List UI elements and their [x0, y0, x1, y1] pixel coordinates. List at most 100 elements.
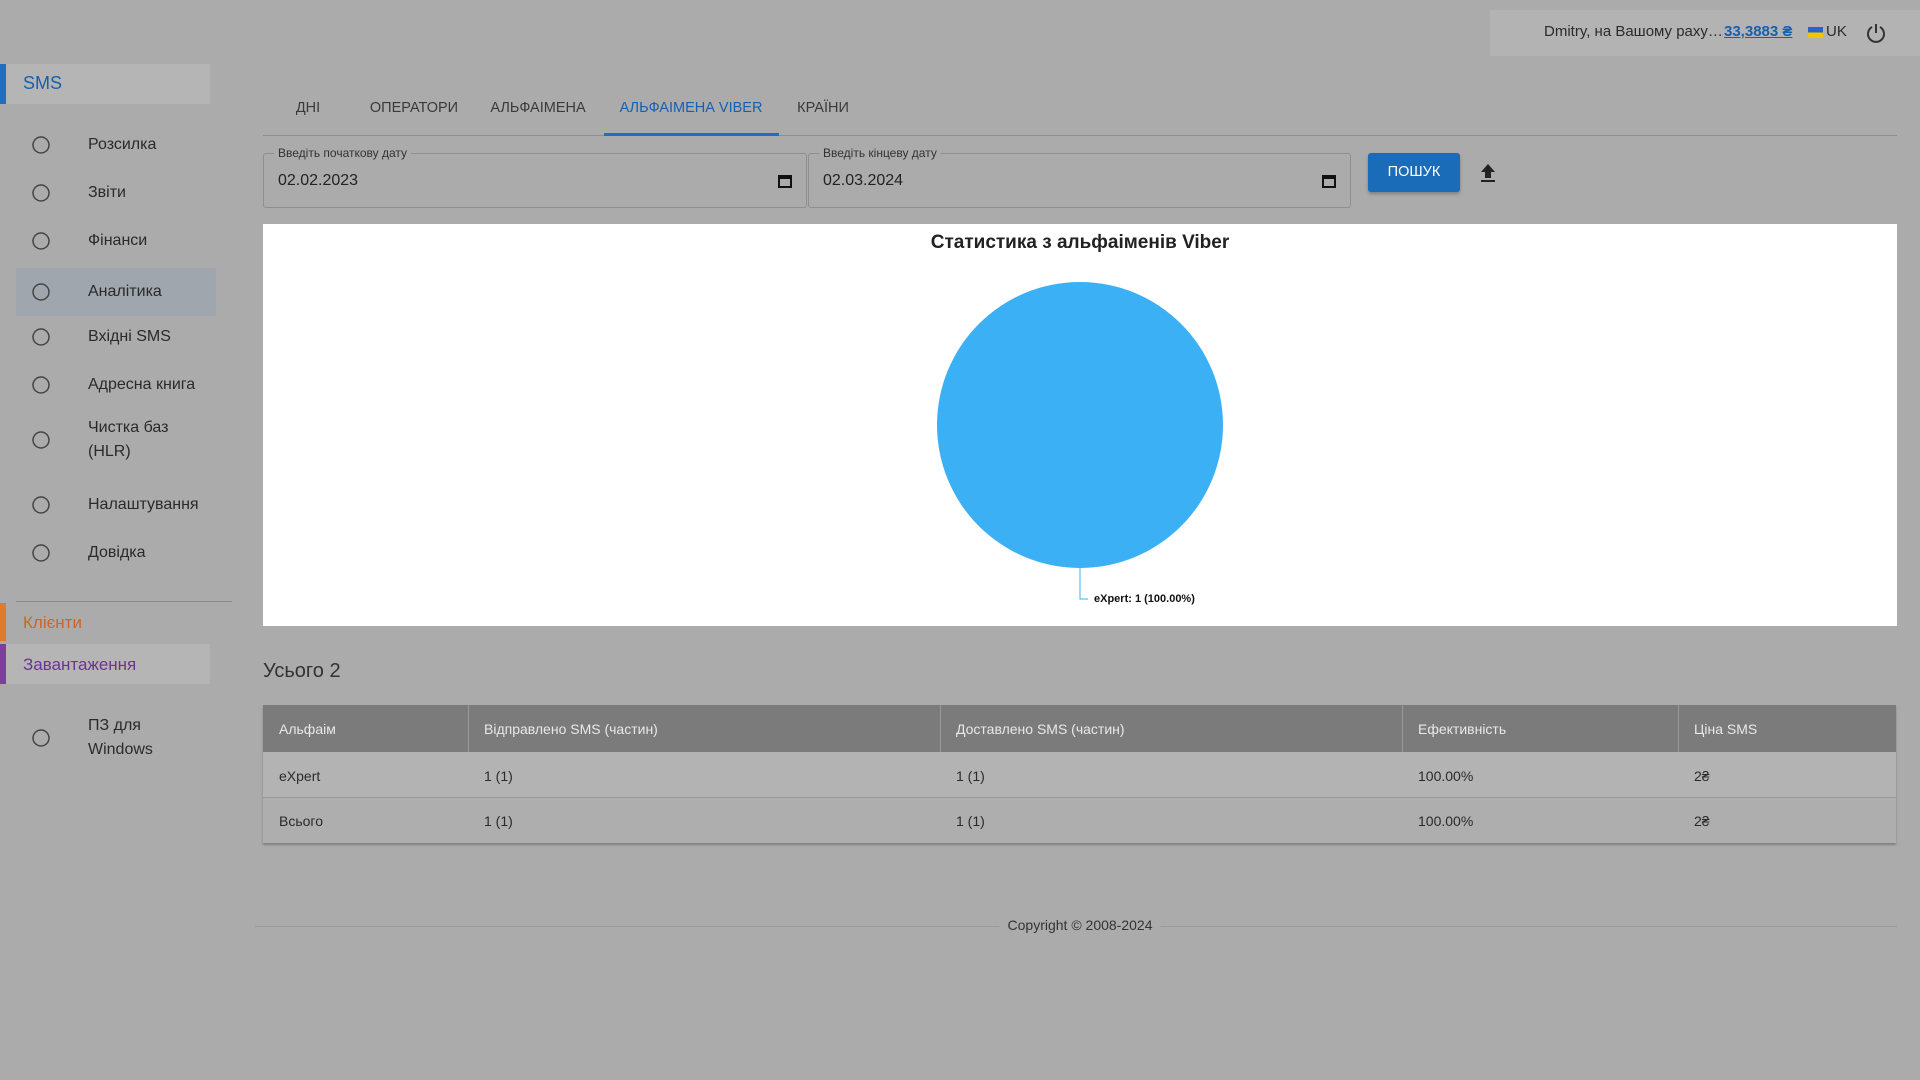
- balance-link[interactable]: 33,3883 ₴: [1724, 23, 1793, 40]
- column-header[interactable]: Ефективність: [1418, 721, 1507, 737]
- menu-icon: [32, 328, 50, 346]
- icon-shape: [32, 544, 50, 562]
- search-button[interactable]: ПОШУК: [1368, 153, 1460, 192]
- export-button[interactable]: [1479, 163, 1497, 183]
- table-cell: Всього: [279, 813, 324, 829]
- menu-item[interactable]: Аналітика: [16, 268, 216, 316]
- stats-table: Альфаім Відправлено SMS (частин) Доставлен…: [263, 705, 1896, 843]
- pie-slice: [937, 282, 1223, 568]
- chart-panel: Статистика з альфаіменів Viber eXpert: 1…: [263, 224, 1897, 626]
- field-label: Введіть початкову дату: [274, 146, 412, 160]
- tab[interactable]: АЛЬФАІМЕНА: [490, 100, 586, 116]
- column-header[interactable]: Відправлено SMS (частин): [484, 721, 658, 737]
- flag-icon: [1808, 27, 1823, 38]
- menu-label: Довідка: [88, 544, 146, 561]
- logout-button[interactable]: [1865, 22, 1887, 44]
- table-cell: 1 (1): [484, 768, 513, 784]
- menu-icon: [32, 431, 50, 449]
- column-divider: [940, 705, 941, 752]
- calendar-icon[interactable]: [778, 173, 792, 188]
- icon-shape: [32, 232, 50, 250]
- menu-item[interactable]: Налаштування: [16, 488, 216, 522]
- language-switch[interactable]: UK: [1826, 23, 1847, 40]
- data-label: eXpert: 1 (100.00%): [1094, 593, 1195, 605]
- tab[interactable]: ДНІ: [295, 100, 321, 116]
- chart-title: Статистика з альфаіменів Viber: [931, 232, 1230, 253]
- menu-label: ПЗ для Windows: [88, 717, 153, 758]
- menu-icon: [32, 184, 50, 202]
- menu-label: Розсилка: [88, 136, 157, 153]
- pie-chart: Статистика з альфаіменів Viber eXpert: 1…: [931, 232, 1230, 605]
- user-bar: Dmitry, на Вашому раху… 33,3883 ₴ UK: [1490, 10, 1920, 56]
- column-header[interactable]: Доставлено SMS (частин): [956, 721, 1125, 737]
- tab[interactable]: КРАЇНИ: [797, 100, 849, 116]
- clients-link[interactable]: Клієнти: [0, 603, 232, 641]
- menu-label: Фінанси: [88, 232, 148, 249]
- menu-item[interactable]: Фінанси: [16, 224, 216, 258]
- menu-icon: [32, 496, 50, 514]
- icon-shape: [32, 376, 50, 394]
- column-header[interactable]: Альфаім: [279, 721, 336, 737]
- menu-label: Звіти: [88, 184, 126, 201]
- copyright: Copyright © 2008-2024: [999, 917, 1161, 933]
- menu-label: Чистка баз (HLR): [88, 419, 169, 460]
- table-cell: 100.00%: [1418, 768, 1474, 784]
- menu-item[interactable]: Довідка: [16, 536, 216, 570]
- downloads-label: Завантаження: [23, 655, 137, 674]
- menu-icon: [32, 729, 50, 747]
- calendar-icon[interactable]: [1322, 173, 1336, 188]
- field-value: 02.02.2023: [278, 172, 359, 189]
- menu-label: Налаштування: [88, 496, 199, 513]
- table-header: [263, 705, 1896, 752]
- menu-label: Аналітика: [88, 283, 162, 300]
- table-cell: 2₴: [1694, 813, 1710, 829]
- divider: [16, 601, 232, 602]
- menu-label: Адресна книга: [88, 376, 196, 393]
- menu-item[interactable]: Звіти: [16, 176, 216, 210]
- software-link[interactable]: ПЗ для Windows: [16, 712, 216, 764]
- menu-item[interactable]: Вхідні SMS: [16, 320, 216, 354]
- tab[interactable]: АЛЬФАІМЕНА VIBER: [619, 100, 763, 116]
- tabs-line: [263, 135, 1897, 136]
- table-row: [263, 798, 1896, 843]
- column-divider: [468, 705, 469, 752]
- total-count: Усього 2: [263, 660, 341, 682]
- menu-item[interactable]: Чистка баз (HLR): [16, 412, 216, 468]
- menu-icon: [32, 376, 50, 394]
- tab[interactable]: ОПЕРАТОРИ: [369, 100, 459, 116]
- icon-shape: [32, 496, 50, 514]
- end-date-field[interactable]: Введіть кінцеву дату 02.03.2024: [808, 146, 1351, 208]
- column-header[interactable]: Ціна SMS: [1694, 721, 1758, 737]
- row-divider: [263, 797, 1896, 798]
- column-divider: [1678, 705, 1679, 752]
- icon-shape: [32, 729, 50, 747]
- tab-indicator: [604, 133, 779, 136]
- menu-item[interactable]: Адресна книга: [16, 368, 216, 402]
- sms-section[interactable]: SMS: [0, 64, 210, 104]
- icon-shape: [32, 184, 50, 202]
- menu-icon: [32, 136, 50, 154]
- icon-shape: [32, 283, 50, 301]
- table-cell: 2₴: [1694, 768, 1710, 784]
- field-value: 02.03.2024: [823, 172, 904, 189]
- table-cell: 1 (1): [484, 813, 513, 829]
- menu-icon: [32, 232, 50, 250]
- column-divider: [1402, 705, 1403, 752]
- table-cell: 1 (1): [956, 768, 985, 784]
- table-cell: 100.00%: [1418, 813, 1474, 829]
- downloads-link[interactable]: Завантаження: [0, 644, 210, 684]
- menu-label: Вхідні SMS: [88, 328, 171, 345]
- menu-icon: [32, 283, 50, 301]
- table-cell: eXpert: [279, 768, 321, 784]
- menu-item[interactable]: Розсилка: [16, 128, 216, 162]
- section-title: SMS: [23, 73, 63, 93]
- label-leader: [1079, 568, 1088, 600]
- clients-label: Клієнти: [23, 613, 82, 632]
- user-greeting: Dmitry, на Вашому раху…: [1544, 23, 1723, 40]
- icon-shape: [32, 136, 50, 154]
- icon-shape: [32, 328, 50, 346]
- start-date-field[interactable]: Введіть початкову дату 02.02.2023: [263, 146, 807, 208]
- icon-shape: [32, 431, 50, 449]
- table-cell: 1 (1): [956, 813, 985, 829]
